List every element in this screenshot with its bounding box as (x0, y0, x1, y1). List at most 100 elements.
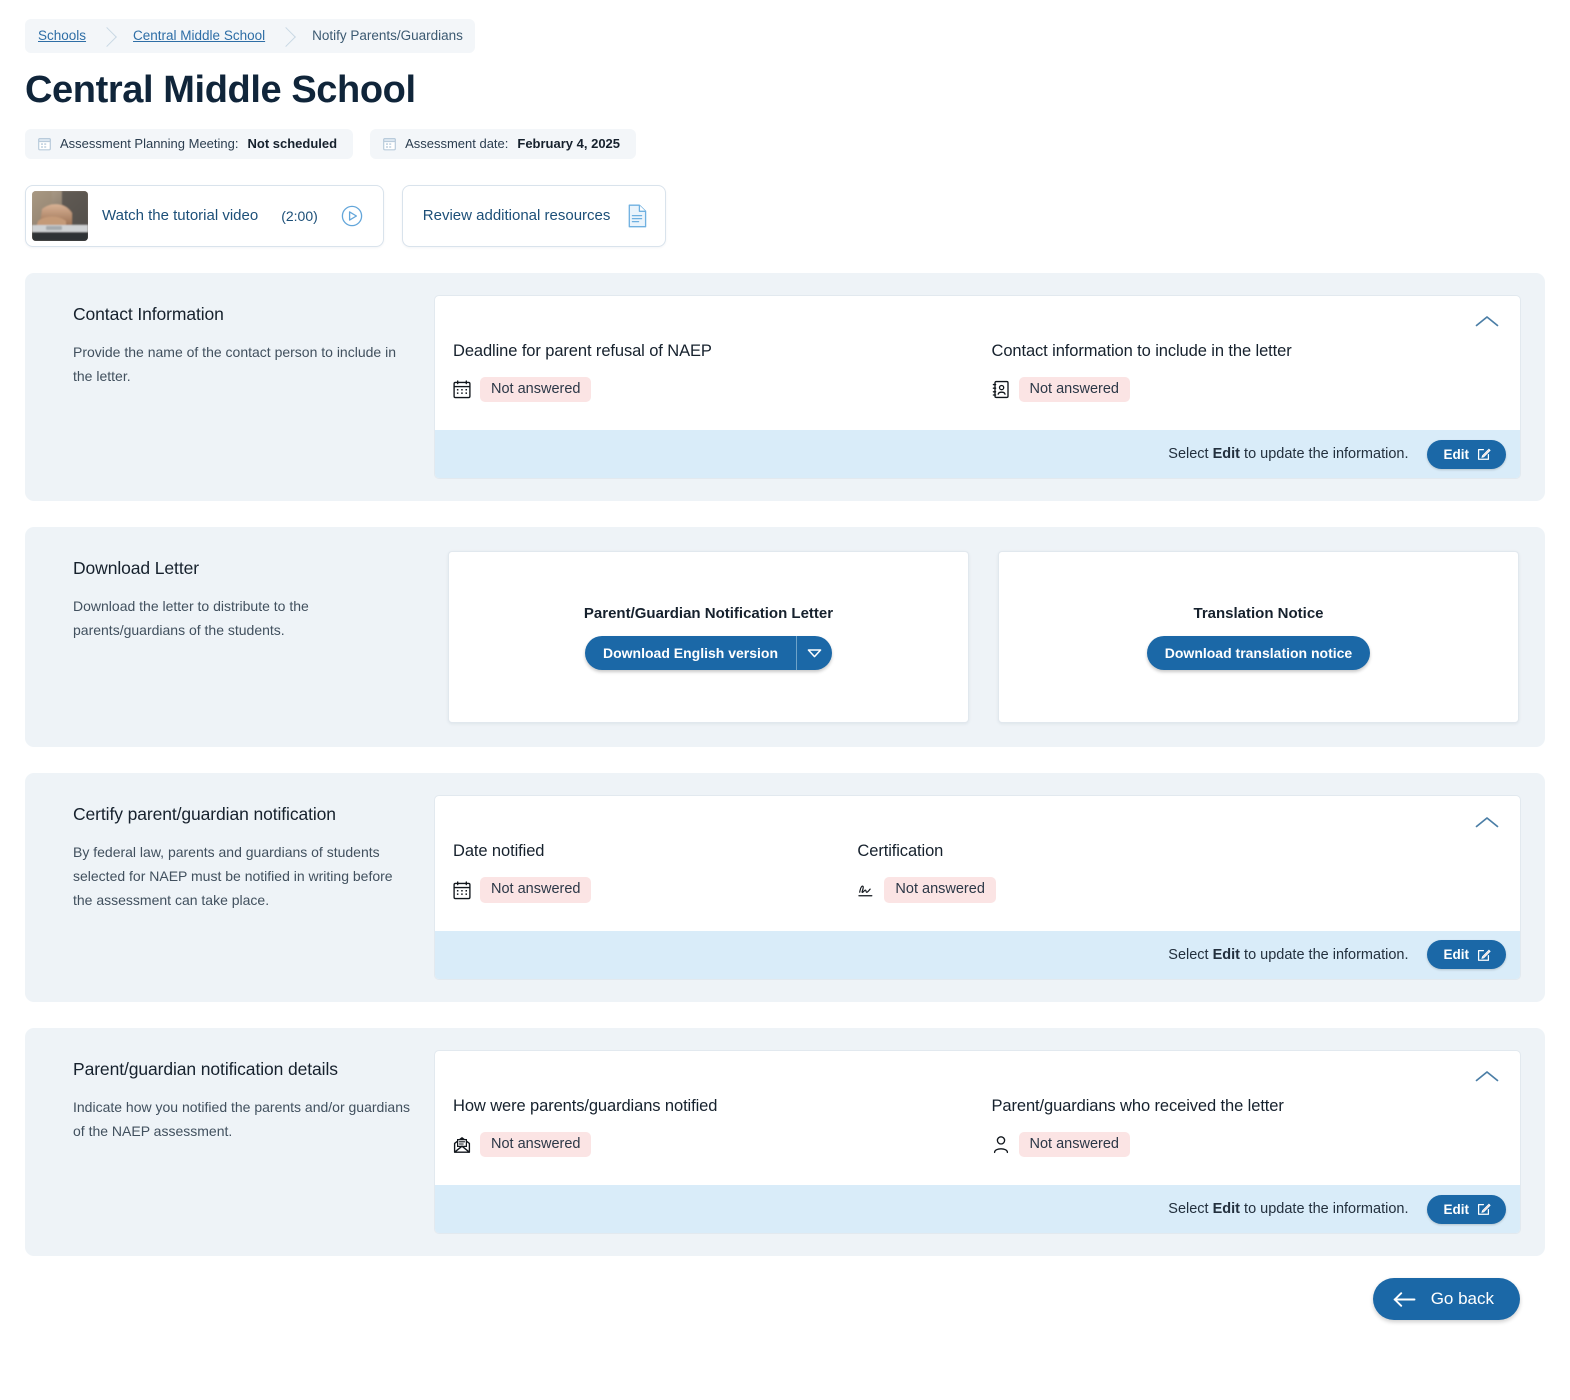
calendar-icon (453, 380, 471, 399)
arrow-left-icon (1393, 1292, 1416, 1307)
download-language-dropdown-toggle[interactable] (796, 635, 832, 670)
chevron-up-icon (1475, 1071, 1499, 1082)
edit-button-label: Edit (1443, 1201, 1470, 1217)
open-envelope-icon (453, 1136, 471, 1153)
section-download-letter: Download Letter Download the letter to d… (25, 527, 1545, 748)
section-left-column: Contact Information Provide the name of … (49, 295, 434, 480)
breadcrumb: Schools Central Middle School Notify Par… (25, 19, 475, 53)
download-card-translation-notice: Translation Notice Download translation … (998, 551, 1519, 724)
meta-chip-planning-meeting: Assessment Planning Meeting: Not schedul… (25, 128, 354, 159)
contact-card-icon (992, 380, 1009, 399)
caret-down-icon (807, 649, 822, 658)
edit-hint-text: Select Edit to update the information. (1168, 946, 1409, 963)
edit-button-label: Edit (1443, 446, 1470, 462)
answers-panel: Date notified Not an (434, 795, 1521, 980)
answer-row: Not answered (992, 376, 1491, 403)
additional-resources-card[interactable]: Review additional resources (401, 184, 667, 247)
section-title: Parent/guardian notification details (73, 1058, 338, 1079)
answer-row: Not answered (453, 877, 857, 903)
breadcrumb-item-notify-parents-guardians[interactable]: Notify Parents/Guardians (312, 28, 463, 44)
answer-row: Not answered (453, 1131, 972, 1158)
additional-resources-label: Review additional resources (422, 207, 611, 225)
calendar-icon (383, 137, 396, 151)
question-label: How were parents/guardians notified (453, 1096, 718, 1115)
page-title: Central Middle School (25, 69, 416, 111)
question-block: Date notified Not an (453, 842, 857, 903)
tutorial-video-card[interactable]: Watch the tutorial video (2:00) (25, 184, 384, 247)
section-right-column: How were parents/guardians notified Not … (434, 1049, 1521, 1235)
answer-row: Not answered (453, 376, 972, 403)
section-contact-information: Contact Information Provide the name of … (25, 272, 1545, 502)
download-english-version-button[interactable]: Download English version (584, 635, 833, 670)
answers-body: Deadline for parent refusal of NAEP (435, 296, 1520, 431)
answers-panel: How were parents/guardians notified Not … (434, 1049, 1521, 1235)
edit-hint-text: Select Edit to update the information. (1168, 1201, 1409, 1218)
answer-status-badge: Not answered (884, 877, 996, 903)
edit-button-label: Edit (1443, 947, 1470, 963)
meta-chip-row: Assessment Planning Meeting: Not schedul… (25, 128, 1545, 159)
collapse-toggle-button[interactable] (1472, 810, 1502, 834)
question-block: Parent/guardians who received the letter… (972, 1097, 1491, 1158)
answer-row: Not answered (992, 1131, 1491, 1158)
video-thumbnail (32, 190, 88, 241)
question-block: Contact information to include in the le… (972, 342, 1491, 403)
section-left-column: Download Letter Download the letter to d… (49, 549, 434, 725)
answer-status-badge: Not answered (480, 877, 592, 903)
section-title: Download Letter (73, 558, 199, 579)
section-right-column: Parent/Guardian Notification Letter Down… (434, 549, 1521, 725)
video-thumbnail-image (32, 190, 88, 241)
section-title: Contact Information (73, 303, 224, 324)
section-right-column: Deadline for parent refusal of NAEP (434, 294, 1521, 480)
download-card-title: Translation Notice (1193, 604, 1324, 622)
question-label: Parent/guardians who received the letter (991, 1096, 1284, 1115)
tutorial-video-duration: (2:00) (281, 207, 318, 224)
edit-button[interactable]: Edit (1426, 1194, 1506, 1224)
question-label: Date notified (453, 842, 545, 861)
section-left-column: Parent/guardian notification details Ind… (49, 1050, 434, 1235)
calendar-icon (453, 880, 471, 899)
answers-body: How were parents/guardians notified Not … (435, 1051, 1520, 1186)
download-translation-notice-label: Download translation notice (1164, 644, 1353, 661)
footer-bar: Go back (25, 1256, 1545, 1321)
meta-chip-assessment-date: Assessment date: February 4, 2025 (370, 128, 637, 159)
signature-icon (858, 885, 873, 896)
section-notification-details: Parent/guardian notification details Ind… (25, 1027, 1545, 1257)
edit-button[interactable]: Edit (1426, 439, 1506, 469)
section-description: Download the letter to distribute to the… (73, 598, 309, 639)
document-icon[interactable] (628, 204, 647, 228)
pencil-square-icon (1477, 949, 1491, 961)
play-circle-icon[interactable] (341, 205, 363, 227)
answer-status-badge: Not answered (480, 376, 592, 403)
collapse-toggle-button[interactable] (1472, 310, 1502, 334)
question-block: How were parents/guardians notified Not … (453, 1097, 972, 1158)
breadcrumb-item-schools[interactable]: Schools (38, 28, 87, 44)
meta-chip-label: Assessment Planning Meeting: (60, 136, 239, 152)
person-icon (993, 1136, 1008, 1154)
panel-footer: Select Edit to update the information. E… (435, 1185, 1520, 1234)
section-description: By federal law, parents and guardians of… (73, 844, 393, 909)
chevron-up-icon (1475, 316, 1499, 327)
answer-row: Not answered (857, 877, 1376, 903)
section-left-column: Certify parent/guardian notification By … (49, 795, 434, 980)
page-root: Schools Central Middle School Notify Par… (0, 0, 1570, 1320)
meta-chip-label: Assessment date: (405, 136, 509, 152)
answers-body: Date notified Not an (435, 796, 1520, 931)
download-translation-notice-button[interactable]: Download translation notice (1146, 635, 1371, 670)
pencil-square-icon (1477, 1203, 1491, 1216)
go-back-button[interactable]: Go back (1372, 1278, 1520, 1321)
answer-status-badge: Not answered (1018, 1131, 1130, 1158)
breadcrumb-item-central-middle-school[interactable]: Central Middle School (133, 28, 266, 44)
question-block: Certification Not answered (857, 842, 1376, 903)
question-label: Deadline for parent refusal of NAEP (453, 341, 712, 360)
breadcrumb-separator-icon (98, 19, 120, 53)
edit-button[interactable]: Edit (1426, 940, 1506, 970)
answers-panel: Deadline for parent refusal of NAEP (434, 294, 1521, 480)
question-label: Contact information to include in the le… (991, 341, 1292, 360)
edit-hint-text: Select Edit to update the information. (1168, 446, 1409, 463)
section-description: Provide the name of the contact person t… (73, 343, 396, 384)
download-card-title: Parent/Guardian Notification Letter (583, 604, 834, 622)
question-label: Certification (857, 842, 944, 861)
collapse-toggle-button[interactable] (1472, 1065, 1502, 1089)
section-description: Indicate how you notified the parents an… (73, 1098, 411, 1139)
meta-chip-value: Not scheduled (247, 136, 338, 152)
